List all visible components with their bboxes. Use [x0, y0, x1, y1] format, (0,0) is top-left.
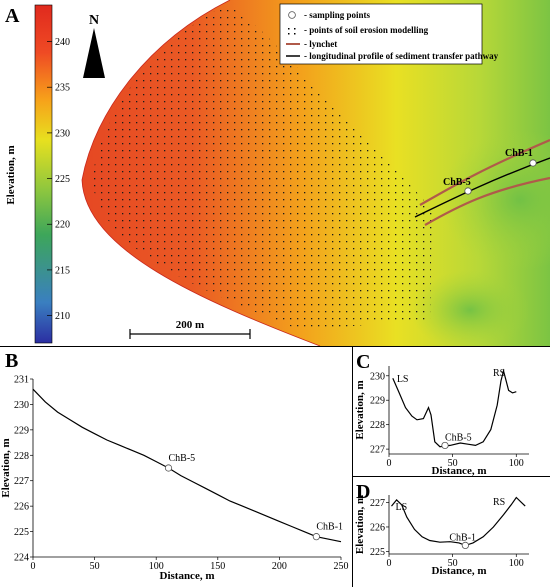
sampling-point-label: ChB-5 — [445, 432, 472, 443]
profile-line — [32, 388, 342, 543]
x-tick-label: 100 — [509, 458, 524, 469]
cross-profile-chart-chb1: 225 226 227 0 50 100 Distance, m Elevation, m Ch… — [354, 495, 529, 577]
y-tick-label: 226 — [14, 502, 29, 513]
y-axis-title: Elevation, m — [0, 438, 12, 497]
colorbar-tick-label: 225 — [55, 174, 70, 185]
x-tick-label: 0 — [387, 558, 392, 569]
panel-label: C — [356, 351, 370, 373]
north-label: N — [89, 13, 99, 28]
colorbar-ticks: 210 215 220 225 230 235 240 — [47, 37, 70, 322]
x-tick-label: 0 — [387, 458, 392, 469]
y-tick-label: 227 — [370, 498, 385, 509]
legend-text: - sampling points — [304, 10, 371, 20]
x-tick-label: 150 — [210, 561, 225, 572]
panel-c: C 227 228 229 230 0 50 100 Distance, m Elevation… — [354, 351, 529, 477]
y-tick-label: 225 — [370, 547, 385, 558]
panel-label: D — [356, 481, 370, 503]
legend: - sampling points - points of soil erosi… — [279, 3, 499, 65]
y-tick-label: 230 — [370, 371, 385, 382]
left-side-label: LS — [397, 374, 409, 385]
profile-line — [391, 496, 526, 547]
x-tick-label: 200 — [272, 561, 287, 572]
colorbar-tick-label: 220 — [55, 220, 70, 231]
panel-b: B 224 225 226 227 228 229 230 231 0 50 100 150 200 25… — [0, 350, 349, 582]
dots-icon — [288, 28, 296, 35]
y-tick-label: 225 — [14, 527, 29, 538]
legend-box — [279, 3, 483, 65]
x-tick-label: 100 — [509, 558, 524, 569]
lynchet-line — [419, 138, 550, 206]
scalebar-label: 200 m — [176, 319, 204, 331]
x-tick-label: 50 — [448, 558, 458, 569]
y-tick-label: 228 — [14, 451, 29, 462]
sampling-point-label: ChB-5 — [169, 453, 196, 464]
y-tick-label: 230 — [14, 400, 29, 411]
colorbar-tick-label: 215 — [55, 265, 70, 276]
y-tick-label: 226 — [370, 522, 385, 533]
x-tick-label: 0 — [31, 561, 36, 572]
y-axis-title: Elevation, m — [354, 495, 366, 554]
colorbar-tick-label: 230 — [55, 128, 70, 139]
sampling-point-chb1 — [529, 159, 537, 167]
x-axis-title: Distance, m — [160, 570, 215, 582]
colorbar-tick-label: 210 — [55, 311, 70, 322]
sampling-point-marker — [441, 441, 449, 450]
x-tick-label: 250 — [334, 561, 349, 572]
y-tick-label: 227 — [14, 476, 29, 487]
right-side-label: RS — [493, 368, 505, 379]
left-side-label: LS — [396, 502, 408, 513]
sampling-point-marker — [312, 533, 320, 541]
profile-line — [392, 368, 517, 448]
right-side-label: RS — [493, 497, 505, 508]
y-tick-label: 231 — [14, 375, 29, 386]
y-tick-label: 224 — [14, 553, 29, 564]
map-point-label: ChB-1 — [505, 148, 533, 159]
x-tick-label: 100 — [149, 561, 164, 572]
panel-label: A — [5, 5, 20, 27]
legend-text: - points of soil erosion modelling — [304, 25, 429, 35]
y-tick-label: 229 — [370, 396, 385, 407]
x-tick-label: 50 — [90, 561, 100, 572]
area-boundary — [81, 0, 321, 346]
sampling-point-marker — [164, 464, 173, 472]
legend-text: - lynchet — [304, 39, 337, 49]
x-axis-title: Distance, m — [432, 565, 487, 577]
sampling-point-label: ChB-1 — [316, 522, 343, 533]
longitudinal-profile-chart: 224 225 226 227 228 229 230 231 0 50 100 150 200 250 D… — [0, 375, 349, 583]
north-arrow-icon — [83, 28, 105, 78]
y-tick-label: 228 — [370, 420, 385, 431]
colorbar — [34, 4, 53, 344]
cross-profile-chart-chb5: 227 228 229 230 0 50 100 Distance, m Elevation, … — [354, 366, 529, 477]
circle-icon — [288, 11, 296, 19]
panel-d: D 225 226 227 0 50 100 Distance, m Elevation, m… — [354, 481, 529, 577]
y-axis-title: Elevation, m — [354, 380, 366, 439]
sampling-point-label: ChB-1 — [449, 532, 476, 543]
colorbar-tick-label: 235 — [55, 83, 70, 94]
y-tick-label: 227 — [370, 445, 385, 456]
map-point-label: ChB-5 — [443, 177, 471, 188]
panel-label: B — [5, 350, 18, 372]
x-axis-title: Distance, m — [432, 465, 487, 477]
panel-a: ChB-5 ChB-1 210 215 220 225 230 235 240 Elevat… — [5, 0, 550, 346]
colorbar-tick-label: 240 — [55, 37, 70, 48]
sampling-point-marker — [461, 541, 469, 549]
lynchet-line — [424, 176, 550, 226]
x-tick-label: 50 — [448, 458, 458, 469]
longitudinal-profile-line — [414, 157, 550, 218]
colorbar-title: Elevation, m — [5, 145, 17, 204]
legend-text: - longitudinal profile of sediment trans… — [304, 51, 499, 61]
y-tick-label: 229 — [14, 425, 29, 436]
sampling-point-chb5 — [464, 187, 472, 195]
